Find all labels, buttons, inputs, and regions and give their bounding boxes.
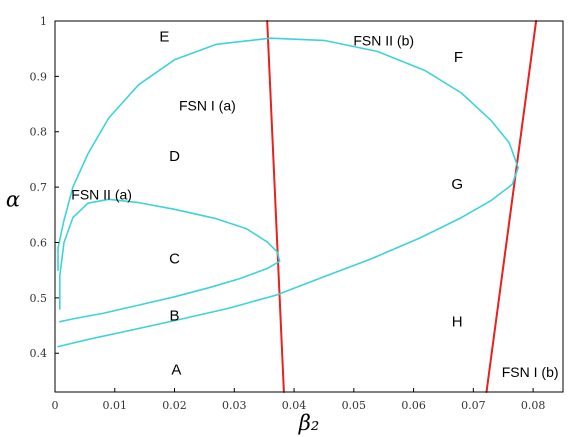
x-tick-label: 0.08 (521, 399, 546, 412)
y-tick-label: 0.6 (30, 236, 48, 249)
region-label-g: G (451, 176, 463, 193)
y-tick-label: 0.8 (30, 126, 48, 139)
ticks-layer: 0 0.01 0.02 0.03 0.04 0.05 0.06 0.07 0.08 0.4 0.5 0… (30, 15, 546, 412)
y-tick-label: 0.4 (30, 347, 48, 360)
y-tick-label: 1 (40, 15, 47, 28)
labels-layer: E F D G C B H A FSN I (a) FSN I (b) FSN II (b) FSN … (71, 29, 558, 381)
curve-label-fsn-ii-b: FSN II (b) (353, 32, 414, 48)
y-tick-label: 0.9 (30, 70, 48, 83)
curve-fsn-ii-a (59, 198, 281, 323)
curve-fsn-i-b (485, 20, 538, 393)
region-label-b: B (170, 308, 180, 325)
curve-label-fsn-i-a: FSN I (a) (179, 98, 236, 114)
x-tick-label: 0 (52, 399, 59, 412)
x-tick-label: 0.04 (282, 399, 307, 412)
region-label-d: D (169, 148, 180, 165)
x-tick-label: 0.03 (222, 399, 247, 412)
plot-frame (54, 20, 564, 393)
curve-fsn-ii-b (57, 37, 519, 348)
curves-layer (57, 20, 538, 393)
region-label-f: F (454, 49, 463, 66)
curve-fsn-i-a (266, 20, 285, 393)
x-tick-label: 0.06 (401, 399, 426, 412)
region-label-e: E (159, 29, 169, 46)
x-tick-label: 0.01 (103, 399, 128, 412)
region-label-a: A (171, 361, 181, 378)
y-tick-label: 0.5 (30, 292, 48, 305)
region-label-c: C (169, 251, 180, 268)
curve-label-fsn-i-b: FSN I (b) (502, 364, 559, 380)
x-tick-label: 0.02 (162, 399, 187, 412)
x-tick-label: 0.07 (461, 399, 486, 412)
y-tick-label: 0.7 (30, 181, 48, 194)
x-tick-label: 0.05 (342, 399, 367, 412)
region-label-h: H (452, 314, 463, 331)
curve-label-fsn-ii-a: FSN II (a) (71, 186, 132, 202)
y-axis-label: α (6, 188, 20, 212)
x-axis-label: β₂ (298, 411, 320, 435)
